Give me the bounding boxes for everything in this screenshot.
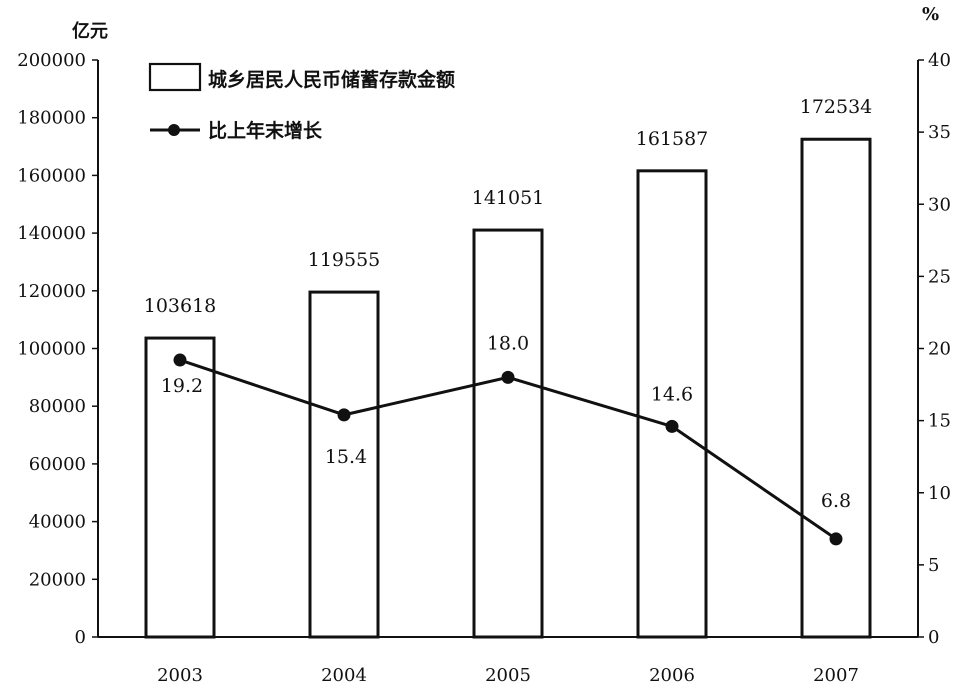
line-point xyxy=(829,532,843,546)
line-point xyxy=(173,353,187,367)
x-tick-label: 2003 xyxy=(157,665,203,686)
right-tick-label: 10 xyxy=(928,483,951,504)
line-value-label: 18.0 xyxy=(487,332,529,354)
x-tick-label: 2004 xyxy=(321,665,367,686)
right-tick-label: 25 xyxy=(928,266,951,287)
right-tick-label: 30 xyxy=(928,194,951,215)
axes: 0 20000 40000 60000 80000 100000 120000 140000 1… xyxy=(17,50,951,686)
right-axis-unit: % xyxy=(922,4,939,25)
left-tick-label: 20000 xyxy=(29,569,86,590)
bar-series xyxy=(144,137,872,639)
bar-value-label: 141051 xyxy=(472,187,545,209)
left-tick-label: 120000 xyxy=(17,281,86,302)
line-series xyxy=(173,353,843,546)
left-tick-label: 0 xyxy=(75,627,86,648)
right-tick-label: 0 xyxy=(928,627,939,648)
legend: 城乡居民人民币储蓄存款金额 比上年末增长 xyxy=(148,62,455,142)
legend-line-marker xyxy=(168,124,180,136)
line-value-label: 14.6 xyxy=(651,383,693,405)
left-tick-label: 140000 xyxy=(17,223,86,244)
line-point xyxy=(337,408,351,422)
left-tick-label: 80000 xyxy=(29,396,86,417)
bar xyxy=(800,137,872,639)
bar xyxy=(308,290,380,639)
x-tick-label: 2007 xyxy=(813,665,859,686)
left-tick-label: 180000 xyxy=(17,108,86,129)
legend-bar-label: 城乡居民人民币储蓄存款金额 xyxy=(208,68,455,91)
line-point xyxy=(501,370,515,384)
bar xyxy=(144,336,216,639)
right-tick-label: 15 xyxy=(928,411,951,432)
left-axis-unit: 亿元 xyxy=(72,20,108,42)
bar-value-label: 172534 xyxy=(800,96,873,118)
x-tick-label: 2006 xyxy=(649,665,695,686)
bar xyxy=(472,228,544,639)
right-tick-label: 35 xyxy=(928,122,951,143)
left-tick-label: 200000 xyxy=(17,50,86,71)
left-tick-label: 100000 xyxy=(17,339,86,360)
bar-value-label: 119555 xyxy=(308,249,381,271)
right-tick-label: 5 xyxy=(928,555,939,576)
line-point xyxy=(665,419,679,433)
data-labels: 103618 119555 141051 161587 172534 19.2 15.4 18… xyxy=(144,96,873,512)
right-tick-label: 20 xyxy=(928,339,951,360)
left-tick-label: 160000 xyxy=(17,165,86,186)
bar-value-label: 161587 xyxy=(636,128,709,150)
legend-line-label: 比上年末增长 xyxy=(208,119,323,142)
bar-value-label: 103618 xyxy=(144,295,217,317)
left-tick-label: 40000 xyxy=(29,512,86,533)
left-tick-label: 60000 xyxy=(29,454,86,475)
line-value-label: 19.2 xyxy=(161,375,203,397)
line-value-label: 6.8 xyxy=(821,490,851,512)
x-tick-label: 2005 xyxy=(485,665,531,686)
right-tick-label: 40 xyxy=(928,50,951,71)
bar xyxy=(636,169,708,639)
line-value-label: 15.4 xyxy=(325,446,367,468)
legend-bar-swatch xyxy=(148,62,202,92)
